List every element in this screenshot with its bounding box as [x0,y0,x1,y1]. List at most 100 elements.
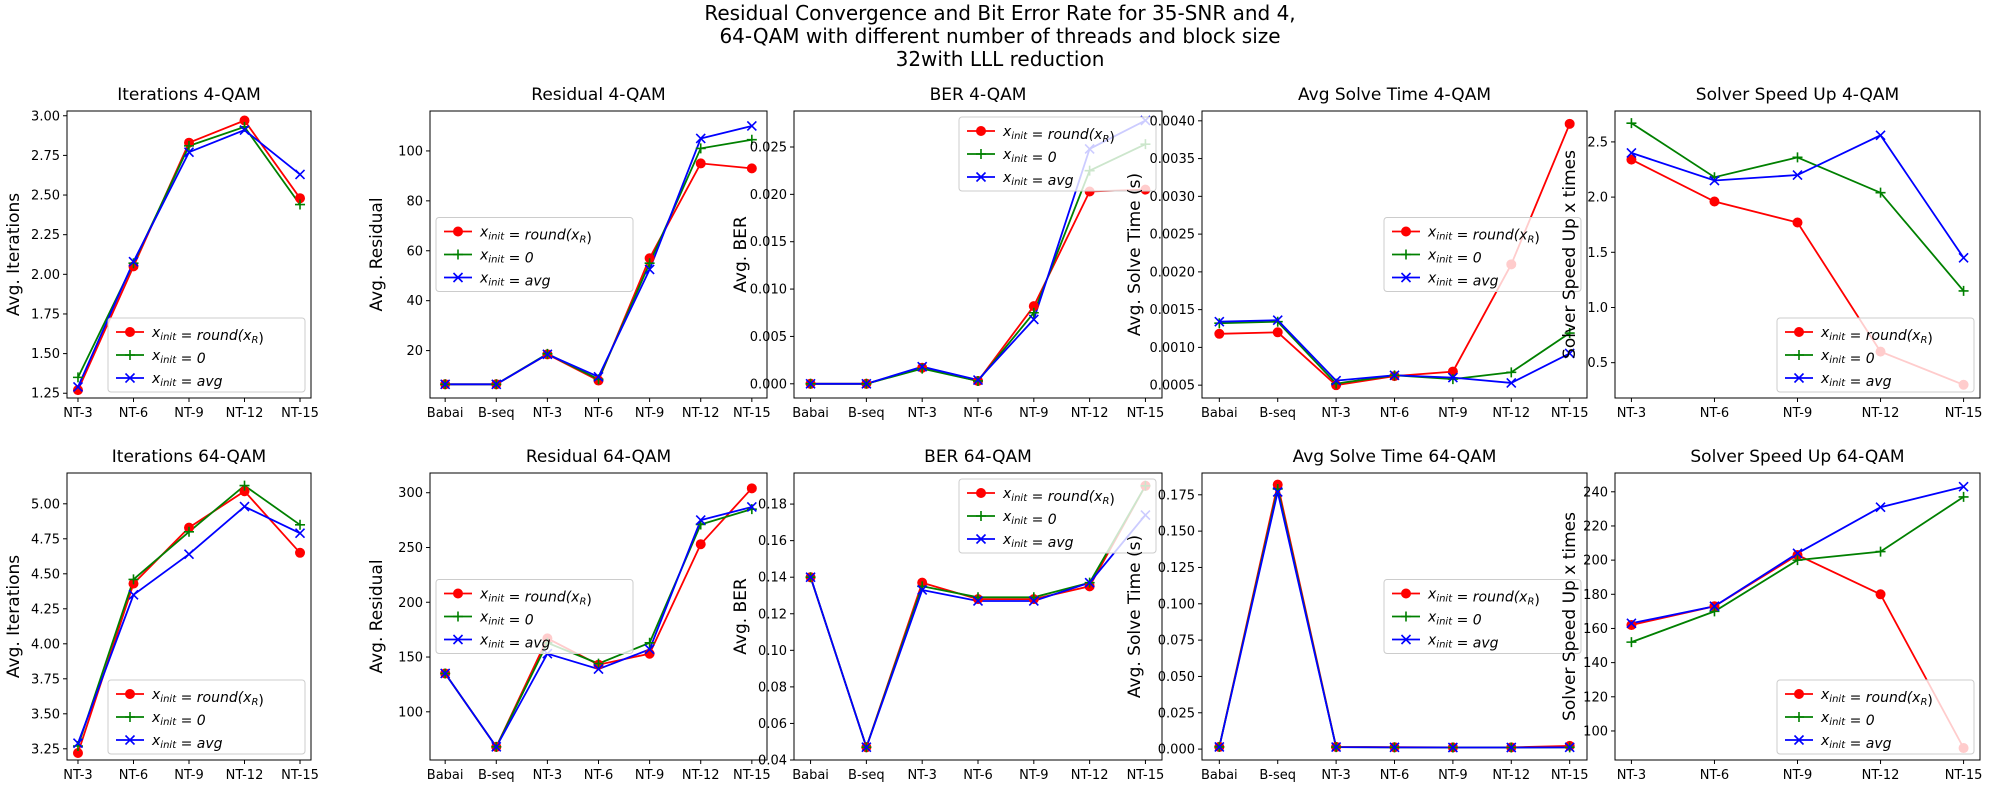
legend-label-zero: xinit = 0 [479,610,534,629]
y-tick-label: 0.04 [758,754,787,769]
y-tick-label: 100 [1583,724,1608,739]
data-point-avg [128,256,139,267]
chart-ber4: BER 4-QAM Avg. BER 0.000 0.005 0.010 0.015 0.0… [731,85,1164,421]
legend-marker-avg [975,171,987,183]
x-tick-label: Babai [1201,768,1238,783]
y-tick-label: 5.00 [31,497,60,512]
x-tick-label: NT-9 [1783,768,1812,783]
data-point-avg [183,147,195,158]
legend-label-part: = 0 [504,251,534,267]
data-point-round [1214,328,1225,339]
legend-label-part: x [151,371,161,387]
x-tick-label: NT-12 [226,768,264,783]
legend-label-part: R [579,597,586,608]
legend-label-part: ) [1109,492,1114,508]
chart-iter64: Iterations 64-QAM Avg. Iterations 3.25 3.50… [4,447,319,783]
chart-title: Residual 4-QAM [531,85,665,105]
x-tick-label: B-seq [1259,406,1296,421]
legend-box [1383,217,1582,292]
x-tick-label: Babai [1201,406,1238,421]
data-point-avg [972,595,984,607]
legend-label-part: R [1920,697,1927,708]
chart-iter4: Iterations 4-QAM Avg. Iterations 1.25 1.50 1… [4,85,319,421]
legend-box [435,579,634,654]
legend-label-part: = 0 [1452,613,1482,629]
legend-label-part: init [1436,278,1453,289]
x-tick-label: NT-6 [1700,768,1729,783]
y-tick-label: 240 [1583,485,1608,500]
y-tick-label: 0.015 [750,235,787,250]
data-point-zero [1564,328,1575,339]
data-point-avg [1214,316,1225,327]
legend-marker-zero [125,712,135,722]
legend-label-round: xinit = round(xR) [151,687,264,709]
legend-marker-round [125,327,135,337]
legend-label-part: init [160,717,177,728]
figure-title-line-1: Residual Convergence and Bit Error Rate … [704,1,1296,25]
legend-label-part: x [1002,170,1012,186]
legend-label-part: init [160,694,177,705]
legend-label-part: init [1011,493,1028,504]
legend-marker-round [1794,689,1804,699]
legend-marker-zero [1401,611,1411,622]
legend-marker-round [976,488,986,498]
legend-marker-avg [452,634,464,645]
data-point-avg [1389,370,1400,381]
y-tick-label: 0.0030 [1150,190,1196,205]
y-tick-label: 0.020 [750,188,787,203]
y-tick-label: 2.00 [31,268,60,283]
y-tick-label: 2.0 [1587,191,1608,206]
x-tick-label: NT-3 [1617,406,1646,421]
legend-label-part: = 0 [176,351,206,367]
x-tick-label: Babai [427,406,464,421]
chart-ber64: BER 64-QAM Avg. BER 0.04 0.06 0.08 0.10 0.12 0.… [731,447,1164,783]
data-point-zero [1506,367,1517,378]
data-point-zero [1875,546,1886,557]
legend-label-part: x [479,271,489,287]
legend-label-part: init [1436,232,1453,243]
data-point-zero [184,526,194,537]
legend-box [958,478,1157,554]
legend-label-part: init [488,278,505,289]
x-tick-label: NT-15 [733,768,771,783]
data-point-round [695,539,706,550]
data-point-avg [1792,169,1803,181]
legend-label-part: x [1820,687,1830,703]
data-point-avg [1875,502,1886,513]
data-point-avg [1564,742,1575,753]
legend-label-part: x [1820,710,1830,726]
legend-label-part: = round(x [504,228,580,244]
y-tick-label: 4.00 [31,637,60,652]
legend-label-zero: xinit = 0 [479,248,534,267]
data-point-avg [542,349,553,360]
y-tick-label: 2.50 [31,189,60,204]
legend-label-part: = round(x [176,328,252,344]
data-point-round [644,648,655,659]
legend-label-part: = avg [1027,535,1073,551]
y-tick-label: 0.18 [758,498,787,513]
x-tick-label: NT-12 [1862,768,1900,783]
data-point-round [695,158,706,169]
legend-label-zero: xinit = 0 [1002,147,1057,166]
legend-label-avg: xinit = avg [1427,633,1499,652]
data-point-avg [1626,618,1637,629]
y-tick-label: 4.75 [31,532,60,547]
x-tick-label: NT-6 [963,406,992,421]
legend-marker-avg [1400,634,1412,645]
data-point-avg [491,741,502,752]
legend-marker-avg [124,734,136,746]
y-axis-label: Avg. Residual [367,197,387,311]
y-tick-label: 0.000 [750,377,787,392]
legend-label-part: R [1527,597,1534,608]
legend-label-part: ) [1927,331,1932,347]
chart-title: Avg Solve Time 64-QAM [1293,447,1497,467]
data-point-round [1875,589,1886,600]
data-point-avg [1958,252,1969,263]
data-point-zero [1792,152,1803,163]
legend-label-part: init [488,640,505,651]
data-point-avg [1331,375,1342,386]
data-point-round [1626,620,1637,631]
legend-label-part: init [160,378,177,389]
